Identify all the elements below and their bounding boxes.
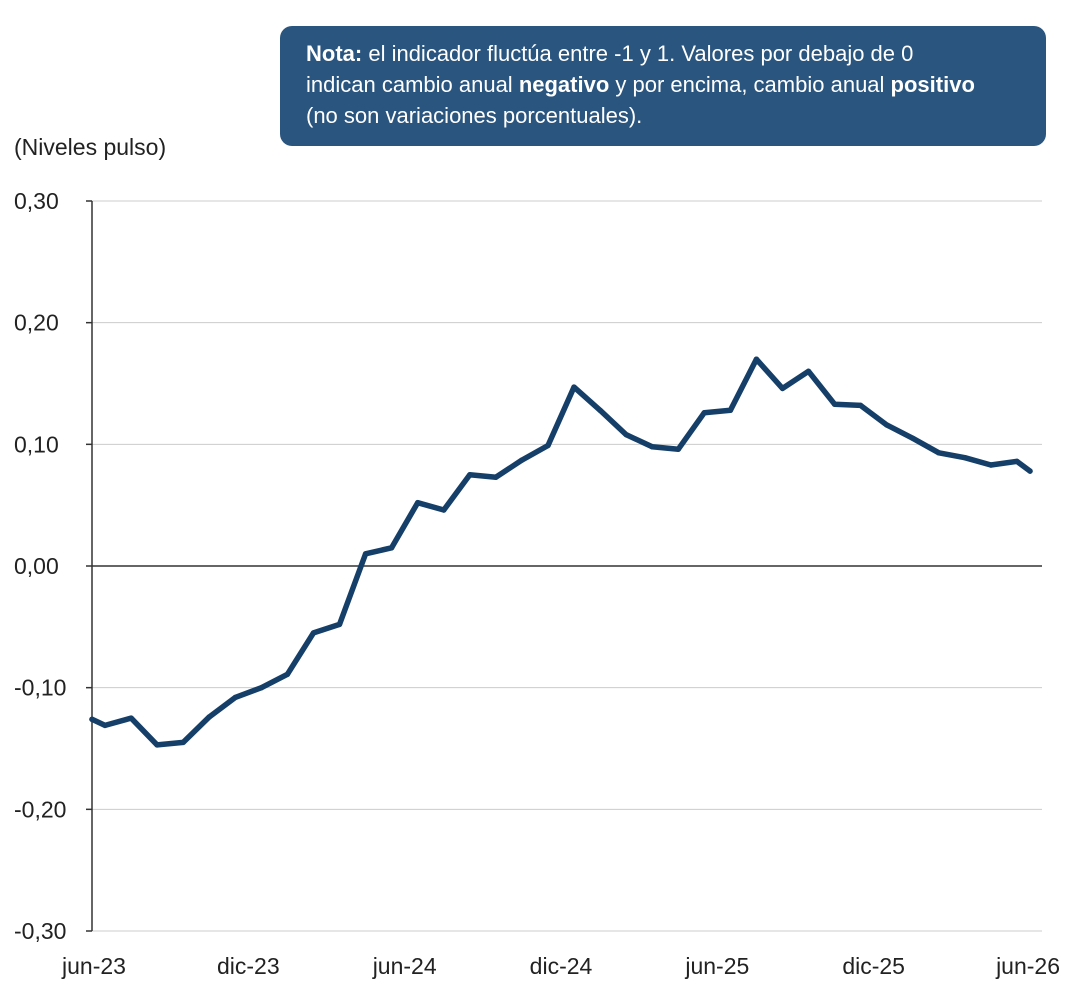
data-point-21 xyxy=(623,431,629,438)
y-tick-label-6: -0,30 xyxy=(14,918,66,944)
data-point-8 xyxy=(284,671,291,677)
data-point-5 xyxy=(206,714,212,720)
data-point-29 xyxy=(831,401,838,407)
x-tick-label-3: dic-24 xyxy=(530,953,593,979)
note-bold-positivo: positivo xyxy=(890,72,975,97)
y-tick-label-0: 0,30 xyxy=(14,188,59,214)
data-point-3 xyxy=(154,742,160,748)
data-point-18 xyxy=(545,442,551,449)
data-point-26 xyxy=(753,356,760,362)
y-tick-label-2: 0,10 xyxy=(14,431,59,457)
note-text-3: (no son variaciones porcentuales). xyxy=(306,103,643,128)
data-point-35 xyxy=(988,462,994,468)
x-tick-label-2: jun-24 xyxy=(372,953,437,979)
data-point-14 xyxy=(441,507,447,513)
y-tick-label-3: 0,00 xyxy=(14,553,59,579)
data-point-37 xyxy=(1027,468,1033,474)
x-tick-label-4: jun-25 xyxy=(684,953,749,979)
note-line-3: (no son variaciones porcentuales). xyxy=(306,100,1024,131)
y-tick-labels: 0,30 0,20 0,10 0,00 -0,10 -0,20 -0,30 xyxy=(14,188,66,944)
data-point-2 xyxy=(128,715,134,721)
note-label: Nota: xyxy=(306,41,363,66)
note-bold-negativo: negativo xyxy=(518,72,610,97)
data-point-28 xyxy=(805,368,812,374)
data-point-17 xyxy=(519,457,525,463)
axes xyxy=(86,200,1042,932)
data-point-27 xyxy=(779,385,786,392)
data-point-32 xyxy=(910,435,916,441)
x-tick-label-0: jun-23 xyxy=(61,953,126,979)
data-point-13 xyxy=(415,500,421,506)
x-tick-label-1: dic-23 xyxy=(217,953,280,979)
x-tick-label-6: jun-26 xyxy=(995,953,1060,979)
data-point-1 xyxy=(102,722,108,729)
data-point-6 xyxy=(232,694,238,701)
y-axis-unit-label: (Niveles pulso) xyxy=(14,134,167,160)
note-line-1: Nota: el indicador fluctúa entre -1 y 1.… xyxy=(306,38,1024,69)
x-tick-labels: jun-23 dic-23 jun-24 dic-24 jun-25 dic-25 jun-… xyxy=(61,953,1060,979)
data-point-11 xyxy=(362,551,369,557)
data-point-23 xyxy=(675,446,681,452)
note-text-2a: indican cambio anual xyxy=(306,72,519,97)
y-tick-label-4: -0,10 xyxy=(14,675,66,701)
data-point-31 xyxy=(884,422,890,428)
series xyxy=(89,356,1033,748)
note-text-1: el indicador fluctúa entre -1 y 1. Valor… xyxy=(362,41,914,66)
data-point-19 xyxy=(571,384,577,390)
data-point-30 xyxy=(857,402,864,409)
note-text-2b: y por encima, cambio anual xyxy=(609,72,891,97)
data-point-33 xyxy=(936,450,942,456)
data-point-22 xyxy=(649,444,655,450)
y-tick-label-1: 0,20 xyxy=(14,310,59,336)
data-point-20 xyxy=(597,407,603,413)
x-tick-label-5: dic-25 xyxy=(842,953,905,979)
data-point-9 xyxy=(310,630,317,636)
data-point-0 xyxy=(89,716,95,722)
data-point-24 xyxy=(701,410,707,416)
data-point-34 xyxy=(962,455,968,461)
data-point-12 xyxy=(388,545,395,551)
data-point-4 xyxy=(180,739,186,746)
data-point-15 xyxy=(467,472,473,478)
data-point-7 xyxy=(258,685,265,691)
grid-lines xyxy=(92,200,1042,932)
note-line-2: indican cambio anual negativo y por enci… xyxy=(306,69,1024,100)
data-point-16 xyxy=(493,474,499,480)
data-point-36 xyxy=(1014,458,1020,465)
y-tick-label-5: -0,20 xyxy=(14,796,66,822)
note-box: Nota: el indicador fluctúa entre -1 y 1.… xyxy=(280,26,1046,146)
data-point-10 xyxy=(336,621,343,628)
data-point-25 xyxy=(727,407,734,413)
series-line-0 xyxy=(89,356,1033,748)
